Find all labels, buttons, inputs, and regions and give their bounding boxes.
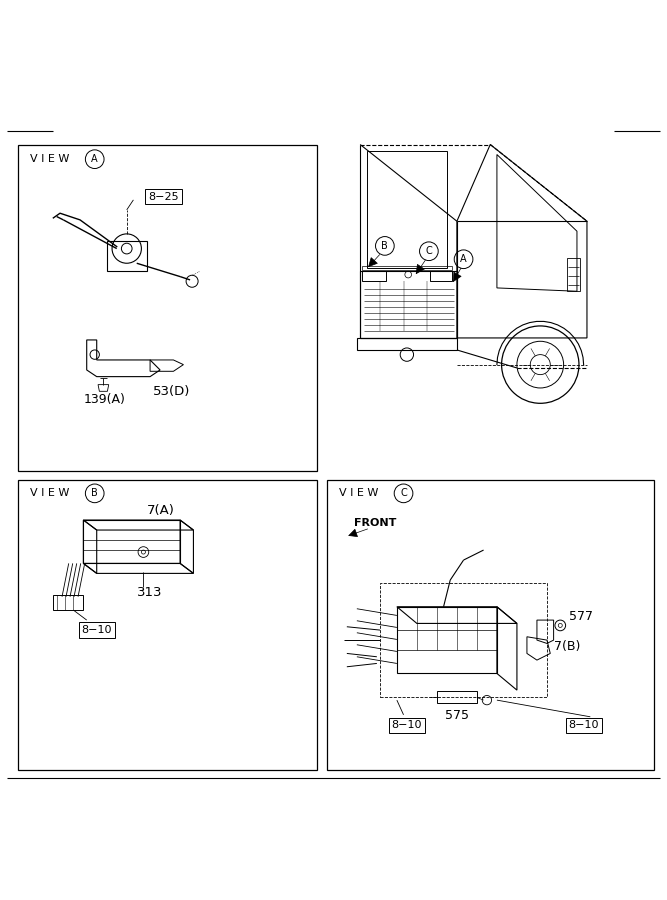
Text: A: A [91, 154, 98, 164]
Bar [362, 271, 386, 281]
Text: V I E W: V I E W [339, 489, 378, 499]
Text: 7(A): 7(A) [147, 503, 175, 517]
Bar [53, 596, 83, 610]
Text: B: B [91, 489, 98, 499]
Text: B: B [382, 241, 388, 251]
Text: A: A [460, 254, 467, 265]
Bar [18, 480, 317, 770]
Text: 7(B): 7(B) [554, 640, 580, 653]
Text: 139(A): 139(A) [83, 393, 125, 407]
Text: V I E W: V I E W [30, 154, 69, 164]
Text: 8−10: 8−10 [568, 721, 599, 731]
Text: 577: 577 [569, 610, 593, 623]
Text: C: C [426, 247, 432, 256]
Text: 575: 575 [445, 709, 469, 722]
Text: 53(D): 53(D) [153, 385, 191, 398]
Bar [327, 480, 654, 770]
Bar [107, 241, 147, 271]
Bar [437, 691, 477, 704]
Bar [430, 271, 452, 281]
Text: 8−10: 8−10 [81, 626, 112, 635]
Bar [567, 258, 580, 292]
Bar [362, 266, 452, 270]
Text: 8−25: 8−25 [148, 192, 179, 202]
Bar [18, 145, 317, 472]
Text: C: C [400, 489, 407, 499]
Bar [380, 583, 547, 697]
Bar [83, 520, 180, 563]
Text: V I E W: V I E W [30, 489, 69, 499]
Bar [397, 607, 497, 673]
Text: 313: 313 [137, 586, 162, 598]
Text: FRONT: FRONT [354, 518, 396, 528]
Text: 8−10: 8−10 [392, 721, 422, 731]
